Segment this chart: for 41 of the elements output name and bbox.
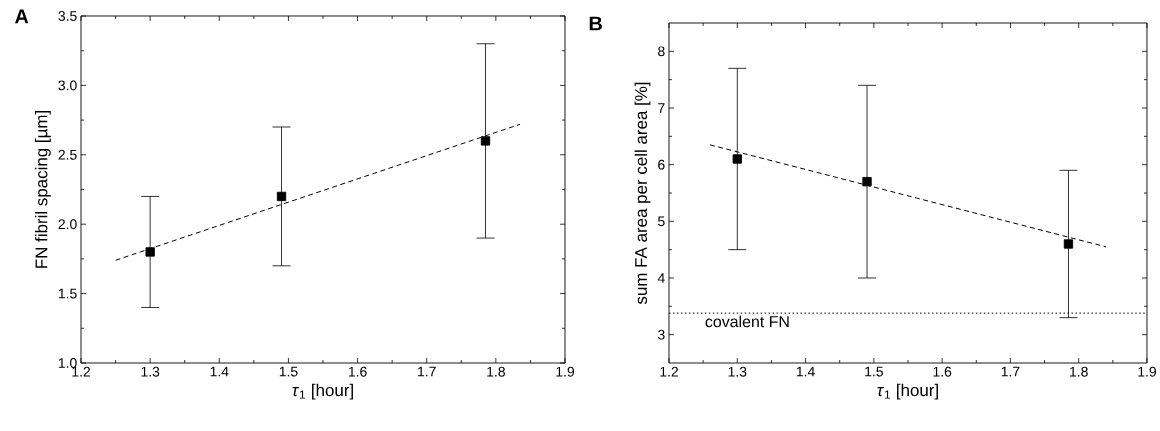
y-tick-label: 1.5: [58, 288, 77, 299]
y-axis-title: sum FA area per cell area [%]: [634, 82, 651, 305]
ref-line-label: covalent FN: [705, 315, 789, 328]
point: [145, 247, 155, 257]
x-tick-label: 1.3: [141, 366, 160, 377]
chart-title: A: [14, 9, 29, 24]
y-tick-label: 2.5: [58, 149, 77, 160]
y-tick-label: 8: [658, 46, 665, 57]
x-tick-label: 1.9: [556, 366, 575, 377]
y-tick-label: 3: [658, 329, 665, 340]
y-tick-label: 4: [657, 273, 665, 283]
x-tick-label: 1.6: [348, 366, 367, 377]
x-tick-label: 1.7: [1001, 366, 1020, 377]
chart-title: B: [589, 16, 602, 31]
x-tick-label: 1.4: [210, 366, 229, 377]
y-tick-label: 2.0: [58, 219, 77, 230]
x-tick-label: 1.8: [487, 366, 505, 377]
y-tick-label: 1.0: [58, 358, 77, 368]
y-tick-label: 3.5: [58, 11, 77, 21]
x-tick-label: 1.2: [660, 366, 678, 377]
x-tick-label: 1.9: [1138, 366, 1157, 377]
point: [732, 154, 742, 164]
x-axis-title: τ$_{1}$ [hour]: [292, 383, 353, 400]
x-tick-label: 1.7: [418, 366, 436, 377]
x-tick-label: 1.6: [933, 366, 952, 377]
point: [276, 191, 287, 202]
y-axis-title: FN fibril spacing [µm]: [34, 111, 51, 268]
y-tick-label: 5: [658, 216, 665, 227]
point: [480, 136, 491, 146]
x-axis-title: τ$_{1}$ [hour]: [877, 383, 938, 400]
x-tick-label: 1.2: [72, 366, 91, 377]
y-tick-label: 3.0: [58, 80, 77, 91]
point: [862, 177, 872, 187]
x-tick-label: 1.5: [279, 366, 298, 377]
point: [1063, 239, 1074, 249]
y-tick-label: 6: [658, 159, 665, 170]
x-tick-label: 1.5: [865, 366, 883, 377]
x-tick-label: 1.3: [728, 366, 747, 377]
y-tick-label: 7: [658, 103, 665, 113]
x-tick-label: 1.8: [1070, 366, 1088, 377]
x-tick-label: 1.4: [796, 366, 815, 377]
